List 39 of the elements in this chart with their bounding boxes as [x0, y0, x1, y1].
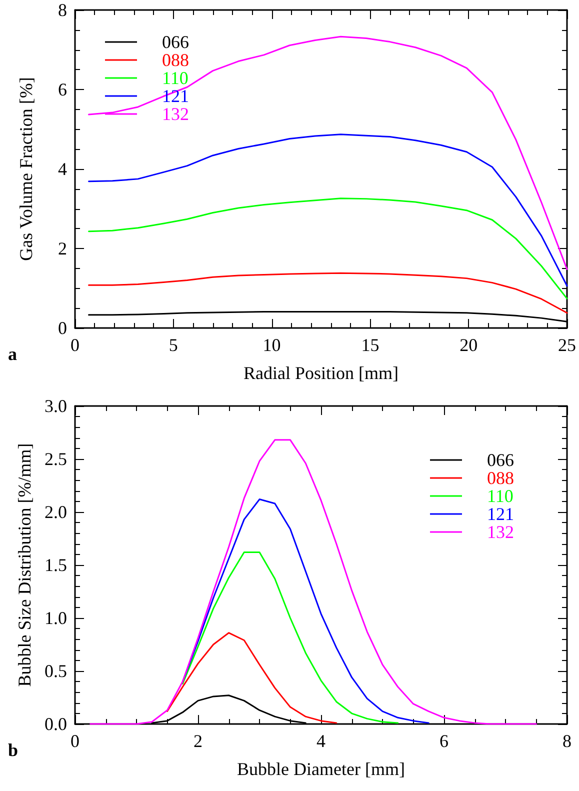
- y-tick-label: 1.0: [44, 608, 67, 628]
- y-tick-label: 2.0: [44, 502, 67, 522]
- y-tick-label: 3.0: [44, 396, 67, 416]
- x-axis-title: Bubble Diameter [mm]: [237, 759, 405, 779]
- x-tick-label: 8: [562, 731, 572, 751]
- text: a: [8, 344, 17, 364]
- x-tick-label: 4: [316, 731, 326, 751]
- x-axis-title: Radial Position [mm]: [244, 363, 398, 383]
- legend-label: 121: [162, 86, 189, 106]
- x-tick-label: 10: [262, 335, 281, 355]
- y-tick-label: 0: [58, 318, 67, 338]
- x-tick-label: 15: [361, 335, 380, 355]
- legend-label: 066: [162, 32, 189, 52]
- legend-label: 066: [487, 450, 514, 470]
- x-tick-label: 25: [558, 335, 576, 355]
- y-tick-label: 1.5: [44, 555, 67, 575]
- x-tick-label: 20: [460, 335, 478, 355]
- legend-label: 088: [162, 50, 189, 70]
- x-tick-label: 0: [70, 335, 80, 355]
- y-tick-label: 8: [58, 0, 67, 20]
- y-tick-label: 2.5: [44, 449, 67, 469]
- legend-label: 132: [162, 104, 189, 124]
- y-tick-label: 4: [58, 159, 67, 179]
- legend-label: 088: [487, 468, 514, 488]
- y-axis-title: Gas Volume Fraction [%]: [16, 77, 36, 261]
- text: b: [8, 740, 18, 760]
- y-axis-title: Bubble Size Distribution [%/mm]: [14, 443, 35, 687]
- x-tick-label: 0: [70, 731, 80, 751]
- legend-label: 110: [487, 486, 514, 506]
- legend-label: 121: [487, 504, 514, 524]
- legend-label: 132: [487, 522, 514, 542]
- x-tick-label: 2: [194, 731, 202, 751]
- x-tick-label: 6: [440, 731, 448, 751]
- y-tick-label: 6: [58, 80, 67, 100]
- y-tick-label: 0.5: [44, 661, 67, 681]
- y-tick-label: 2: [58, 238, 67, 258]
- legend-label: 110: [162, 68, 188, 88]
- x-tick-label: 5: [168, 335, 178, 355]
- y-tick-label: 0.0: [44, 714, 67, 734]
